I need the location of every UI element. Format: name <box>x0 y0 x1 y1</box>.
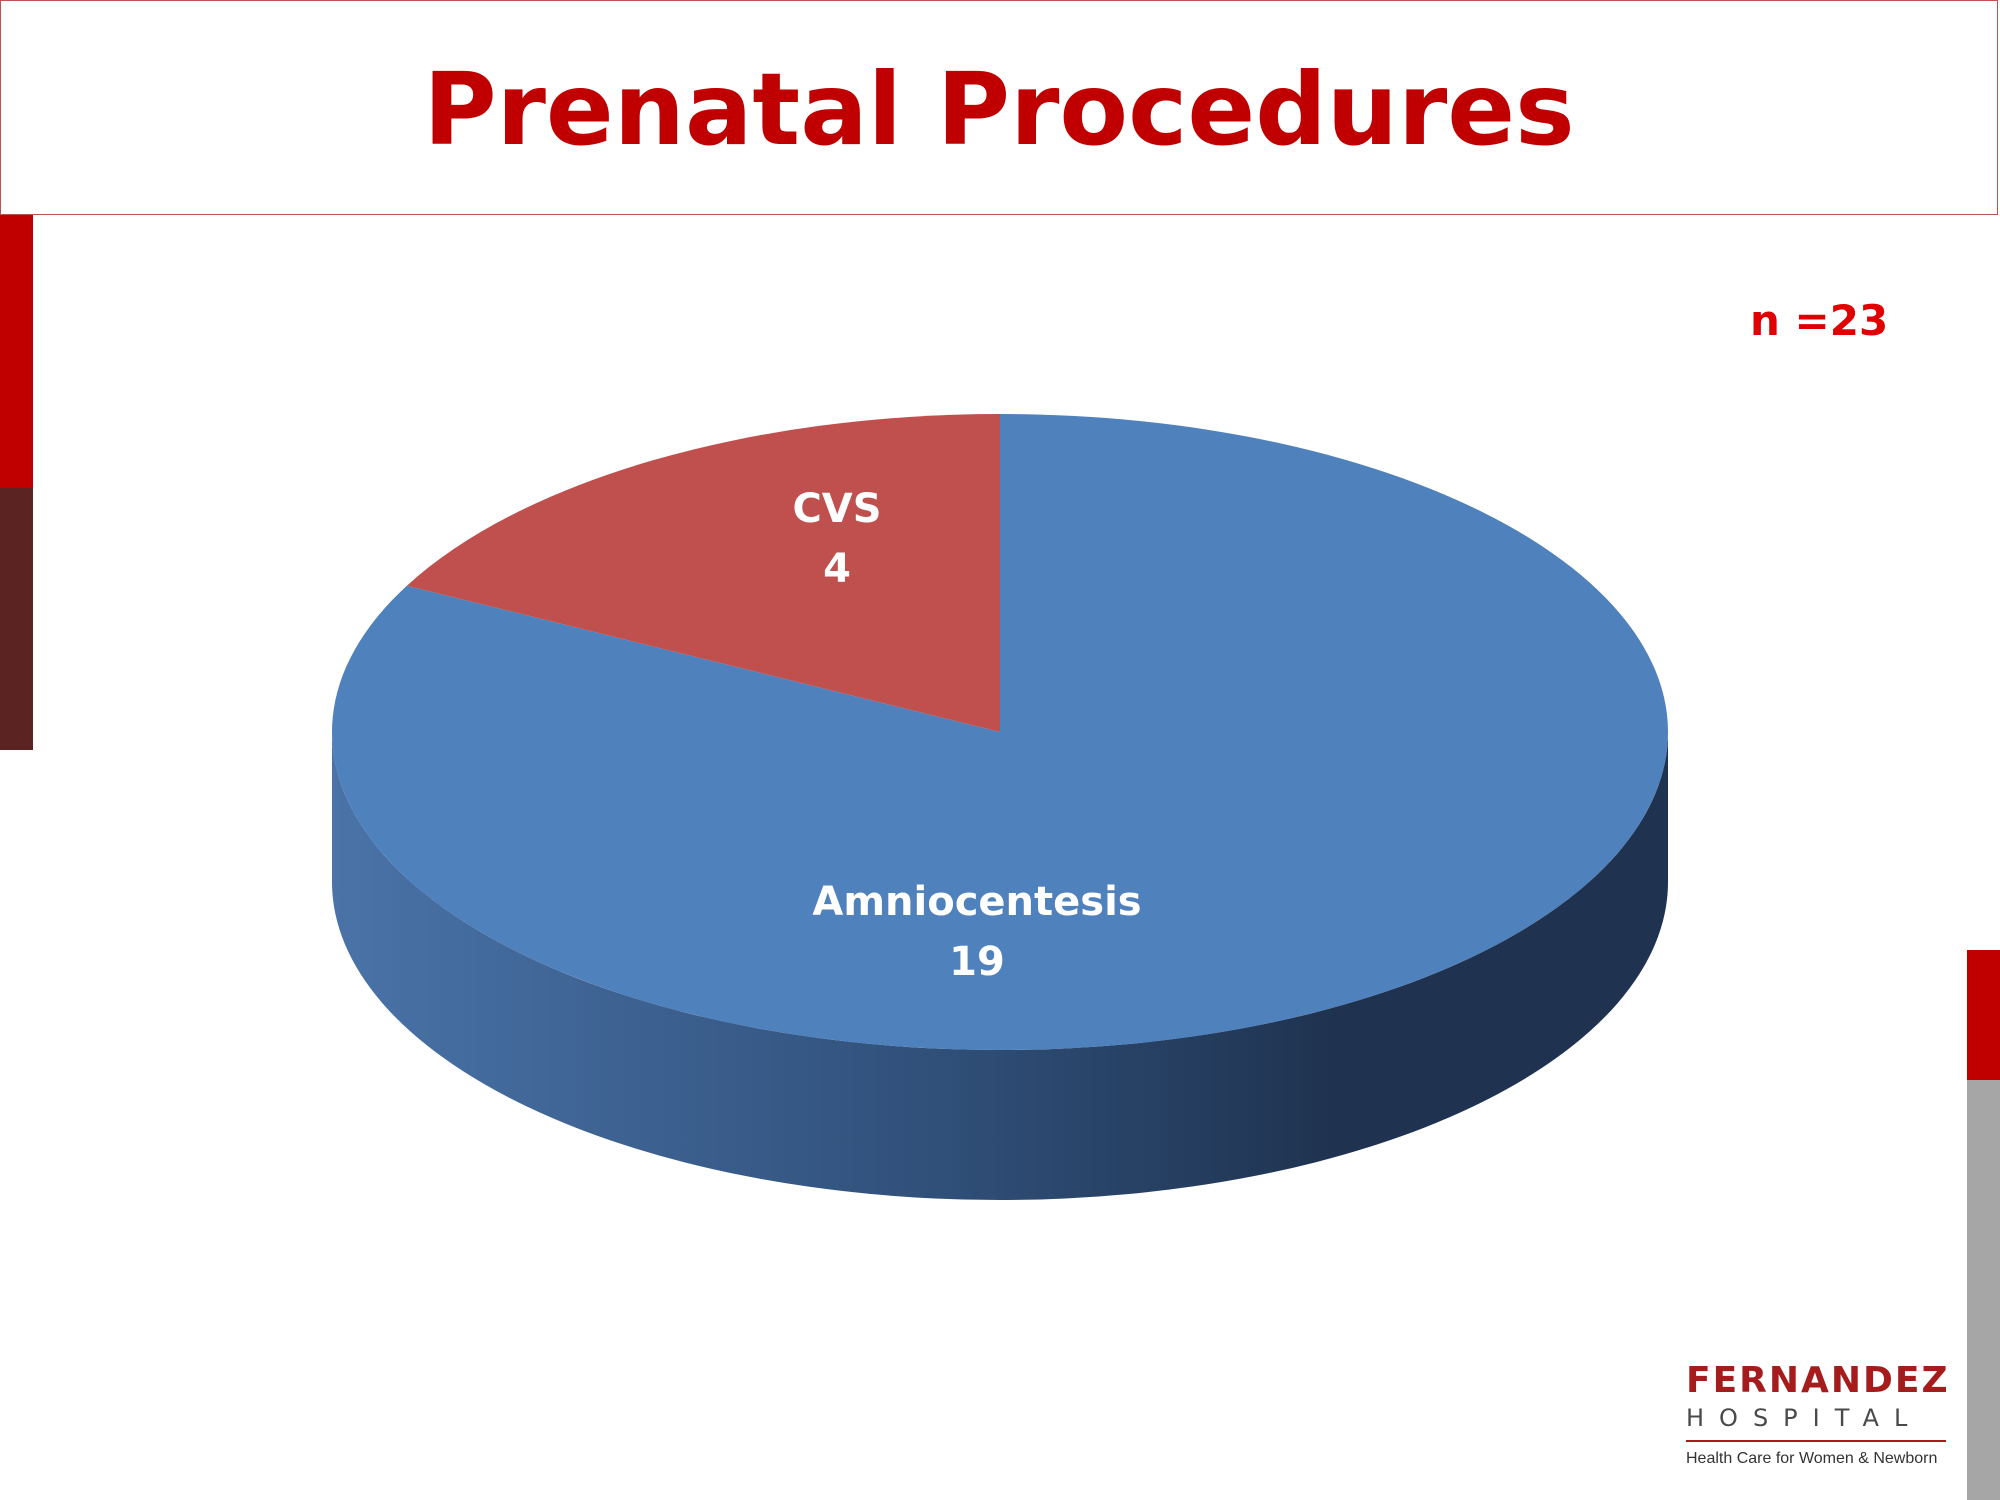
sample-size-label: n =23 <box>1750 296 1889 345</box>
logo-tagline: Health Care for Women & Newborn <box>1686 1450 1938 1467</box>
pie-slice-cvs <box>406 414 1000 732</box>
logo-subtitle: HOSPITAL <box>1686 1402 1946 1442</box>
left-accent-bar-dark <box>0 488 33 750</box>
slice-value-amniocentesis: 19 <box>949 939 1005 985</box>
right-accent-bar-gray <box>1967 1080 2000 1500</box>
slice-label-cvs: CVS <box>792 486 881 532</box>
pie-side-wall <box>332 732 1668 1200</box>
hospital-logo: FERNANDEZ HOSPITAL Health Care for Women… <box>1686 1360 1950 1468</box>
slice-value-cvs: 4 <box>823 546 851 592</box>
logo-name: FERNANDEZ <box>1686 1360 1950 1401</box>
right-accent-bar-red <box>1967 950 2000 1080</box>
slice-label-amniocentesis: Amniocentesis <box>812 879 1141 925</box>
title-box: Prenatal Procedures <box>0 0 1998 215</box>
slide-title: Prenatal Procedures <box>423 51 1575 168</box>
